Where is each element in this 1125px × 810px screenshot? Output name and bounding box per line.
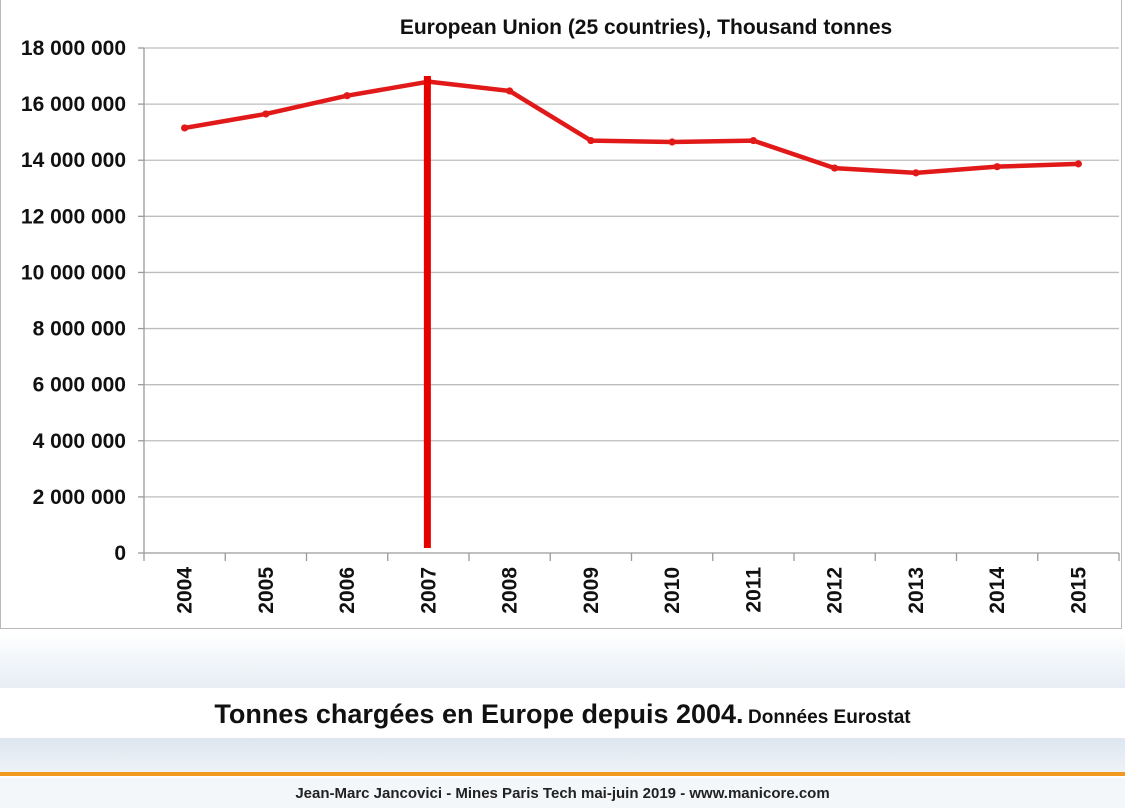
x-tick-label: 2005	[255, 567, 278, 614]
y-tick-label: 6 000 000	[33, 374, 126, 397]
data-point	[1074, 160, 1082, 168]
caption: Tonnes chargées en Europe depuis 2004. D…	[0, 688, 1125, 738]
x-tick-label: 2006	[336, 567, 359, 614]
y-tick-label: 16 000 000	[21, 93, 126, 116]
y-axis-ticks: 0 2 000 000 4 000 000 6 000 000 8 000 000 10 …	[21, 37, 126, 565]
data-point	[831, 164, 839, 172]
chart-title: European Union (25 countries), Thousand …	[400, 16, 892, 39]
x-tick-label: 2008	[499, 567, 522, 614]
y-tick-label: 14 000 000	[21, 149, 126, 172]
data-point	[506, 87, 514, 95]
y-tick-label: 4 000 000	[33, 430, 126, 453]
y-tick-label: 18 000 000	[21, 37, 126, 60]
y-tick-label: 0	[114, 542, 126, 565]
data-point	[181, 124, 189, 132]
x-tick-label: 2015	[1067, 567, 1090, 614]
data-point	[587, 136, 595, 145]
x-tick-label: 2007	[417, 567, 440, 614]
y-tick-label: 12 000 000	[21, 205, 126, 228]
footer-divider	[0, 772, 1125, 776]
chart-panel: European Union (25 countries), Thousand …	[0, 0, 1122, 629]
y-tick-label: 10 000 000	[21, 261, 126, 284]
footer-credit: Jean-Marc Jancovici - Mines Paris Tech m…	[0, 778, 1125, 808]
data-point	[993, 163, 1001, 171]
data-point	[668, 138, 676, 146]
series-line	[182, 79, 1081, 176]
x-axis-ticks: 2004 2005 2006 2007 2008 2009 2010 2011 2012 2013…	[174, 567, 1091, 614]
data-point	[262, 110, 270, 118]
x-tick-label: 2009	[580, 567, 603, 614]
line-chart: European Union (25 countries), Thousand …	[21, 16, 1120, 614]
x-tick-label: 2012	[824, 567, 847, 614]
decorative-band-lower	[0, 738, 1125, 772]
x-tick-label: 2014	[986, 567, 1009, 614]
caption-main: Tonnes chargées en Europe depuis 2004.	[214, 699, 744, 729]
x-tick-label: 2013	[905, 567, 928, 614]
gridlines	[138, 47, 1120, 561]
data-point	[749, 136, 757, 145]
caption-source: Données Eurostat	[748, 707, 911, 728]
x-tick-label: 2011	[742, 567, 765, 613]
y-tick-label: 2 000 000	[33, 486, 126, 509]
decorative-band	[0, 632, 1125, 688]
x-tick-label: 2010	[661, 567, 684, 614]
x-tick-label: 2004	[174, 567, 197, 614]
data-point	[343, 92, 351, 100]
data-point	[912, 169, 920, 177]
y-tick-label: 8 000 000	[33, 318, 126, 341]
series-layer	[181, 78, 1082, 177]
